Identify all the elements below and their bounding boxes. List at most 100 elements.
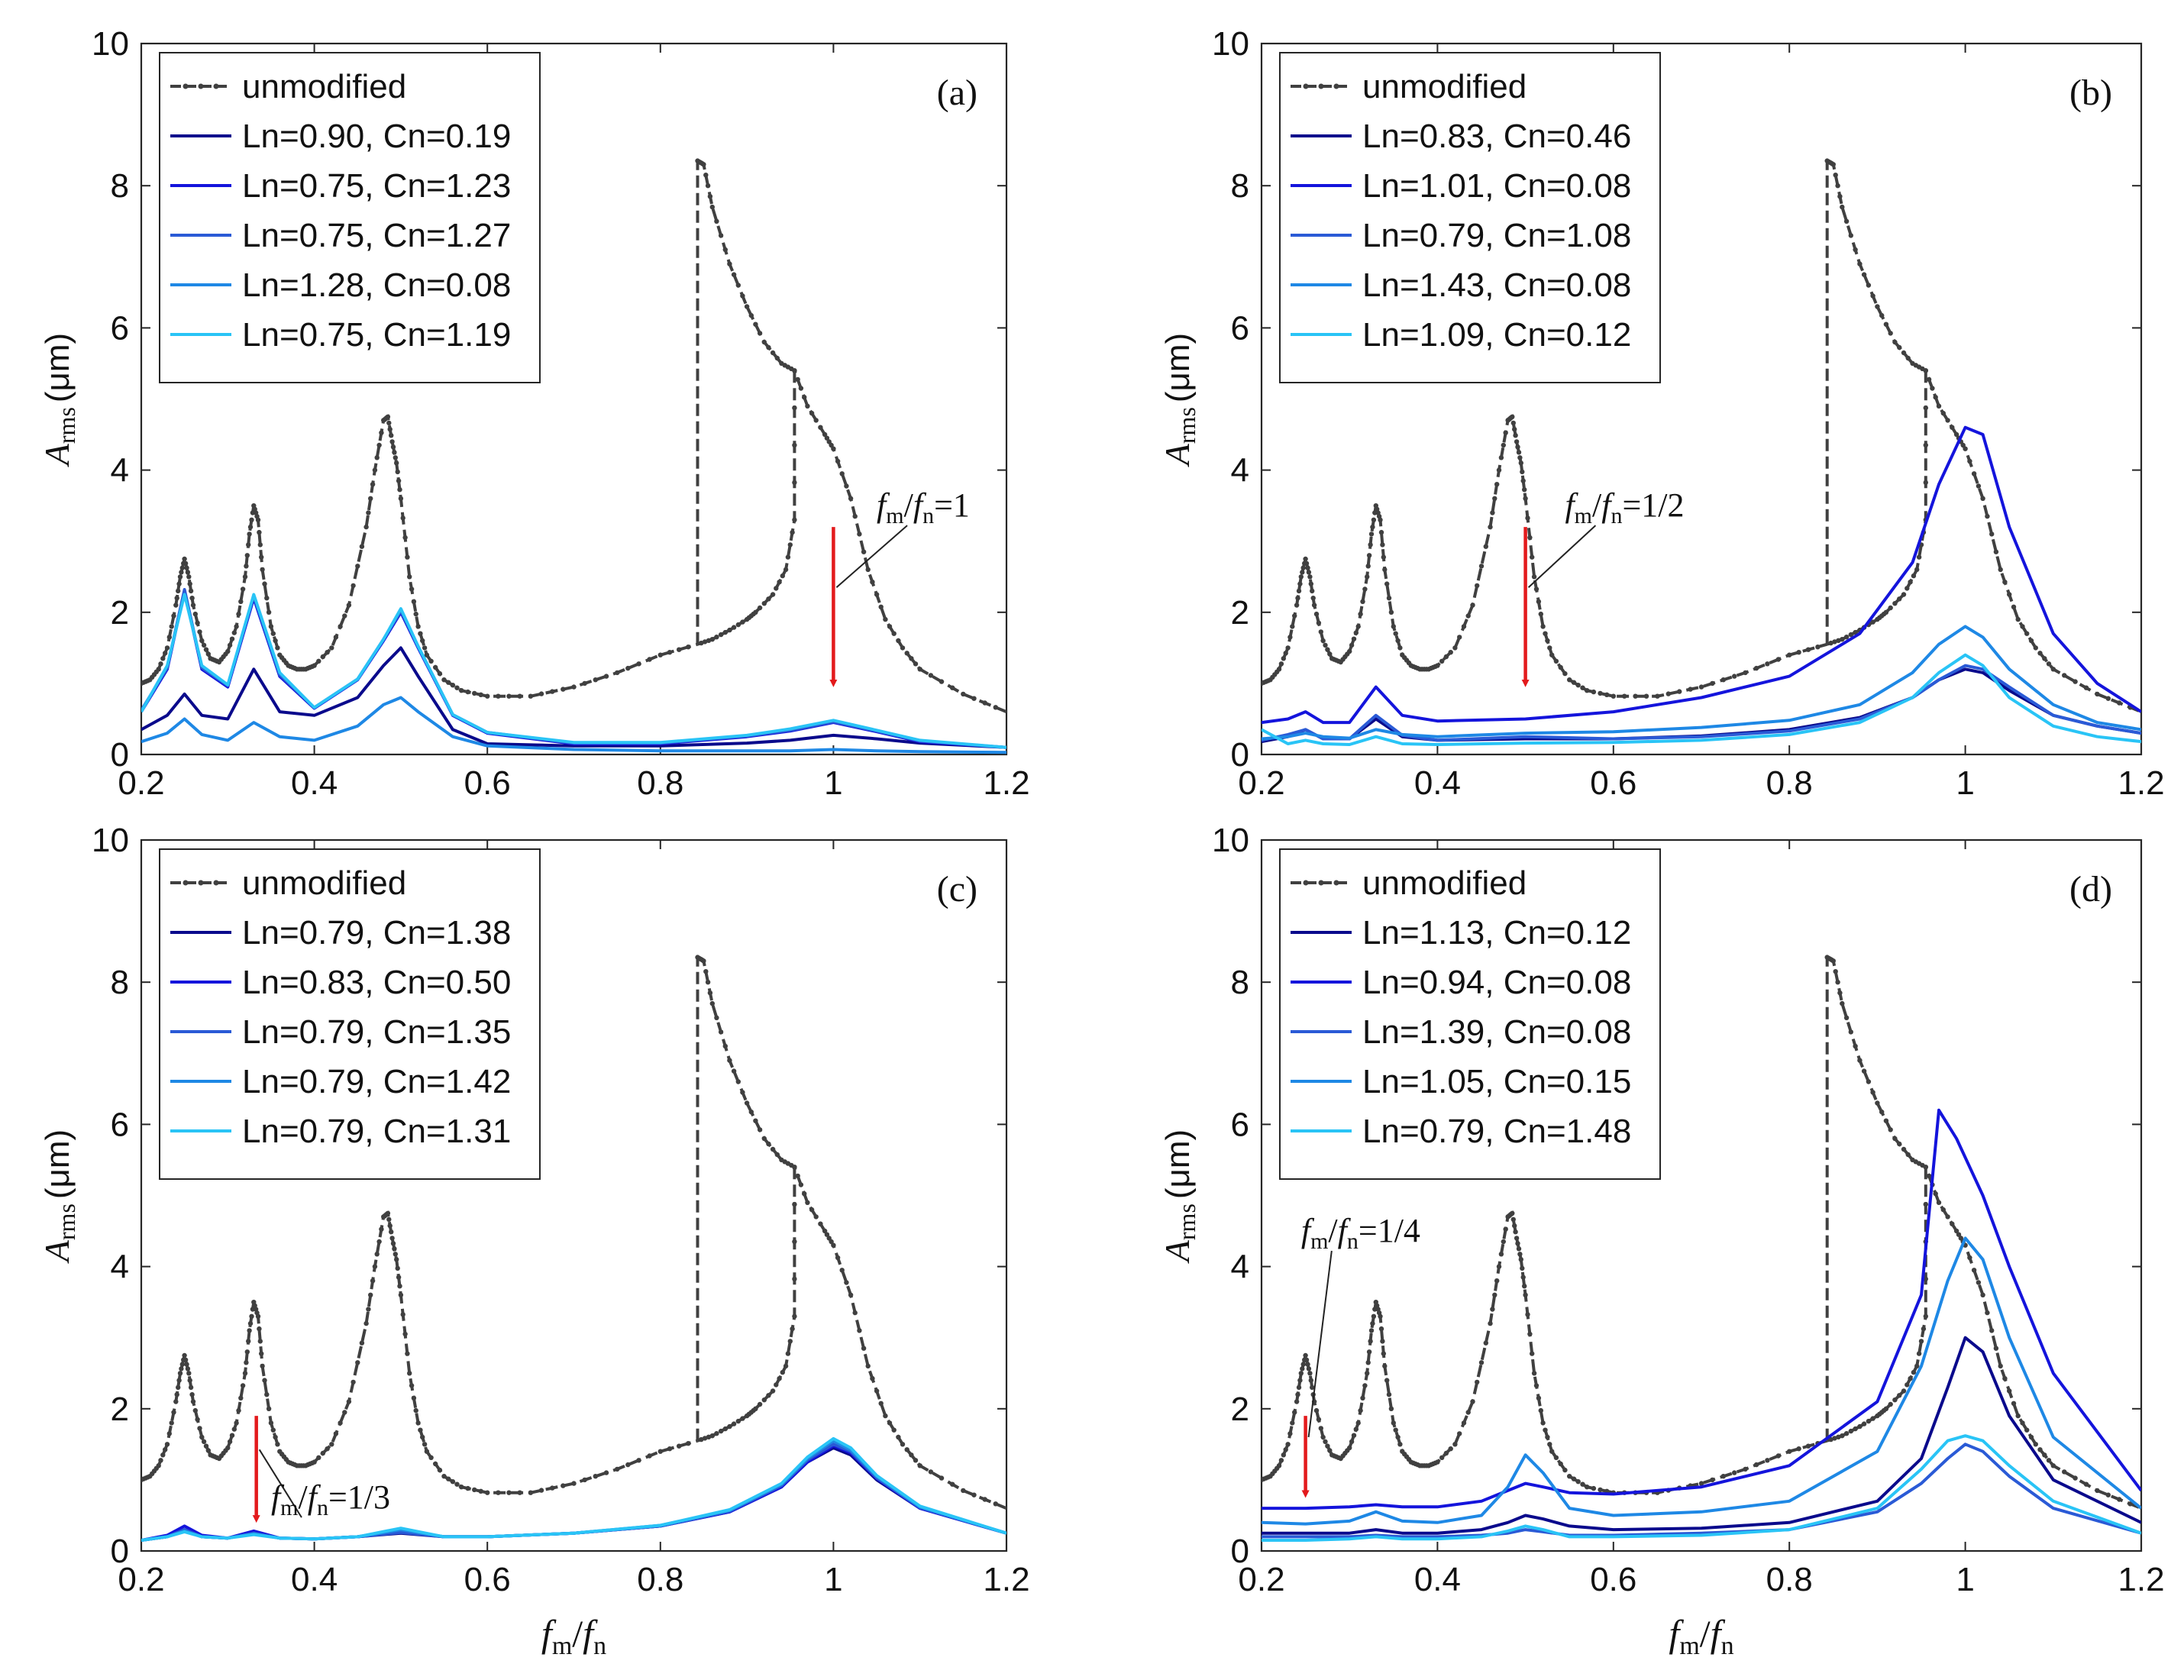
unmodified-marker (1805, 1443, 1811, 1449)
unmodified-marker (2073, 679, 2078, 684)
unmodified-marker (182, 1352, 187, 1359)
unmodified-marker (1753, 665, 1759, 671)
unmodified-jump-branch (1827, 370, 1927, 646)
unmodified-marker (1911, 573, 1917, 579)
unmodified-marker (1698, 1481, 1704, 1486)
legend-marker (183, 880, 189, 886)
unmodified-marker (171, 613, 176, 619)
unmodified-marker (270, 631, 276, 636)
unmodified-marker (400, 1312, 405, 1317)
unmodified-marker (904, 1447, 909, 1452)
unmodified-marker (761, 339, 767, 345)
unmodified-marker (1875, 1100, 1880, 1106)
unmodified-marker (1323, 1439, 1328, 1445)
unmodified-marker (409, 1383, 415, 1388)
unmodified-marker (2037, 1447, 2043, 1452)
unmodified-marker (766, 344, 771, 351)
unmodified-marker (1840, 637, 1845, 642)
unmodified-marker (718, 1428, 724, 1434)
unmodified-marker (195, 1417, 200, 1423)
panel-a: 0.2 0.4 0.6 0.8 1 1.2 0 2 4 6 8 10 Arms(μm) fm/fn=1 (a… (37, 25, 1030, 802)
unmodified-marker (1923, 442, 1928, 448)
unmodified-marker (257, 542, 263, 548)
unmodified-marker (1985, 513, 1990, 519)
legend-marker (1303, 880, 1309, 886)
unmodified-marker (1905, 1382, 1910, 1388)
y-tick-label: 0 (111, 736, 129, 774)
unmodified-marker (774, 1152, 780, 1158)
unmodified-marker (1861, 1068, 1867, 1074)
unmodified-marker (701, 958, 706, 964)
unmodified-marker (792, 405, 797, 411)
unmodified-marker (1888, 331, 1893, 336)
unmodified-marker (1303, 1352, 1308, 1359)
unmodified-marker (1857, 1058, 1863, 1063)
unmodified-marker (1598, 1487, 1603, 1493)
unmodified-marker (1516, 450, 1522, 455)
unmodified-marker (798, 1182, 804, 1187)
unmodified-marker (2046, 1458, 2052, 1463)
unmodified-marker (802, 395, 807, 400)
axes-box (1260, 838, 2143, 1552)
unmodified-marker (1837, 990, 1843, 996)
unmodified-marker (225, 1445, 231, 1451)
unmodified-marker (437, 1467, 443, 1473)
unmodified-marker (874, 1388, 880, 1394)
unmodified-marker (1866, 283, 1872, 288)
unmodified-marker (1276, 1463, 1282, 1468)
unmodified-marker (166, 1431, 172, 1436)
unmodified-marker (1313, 1407, 1320, 1413)
axes-box (1260, 42, 2143, 756)
unmodified-marker (446, 680, 451, 685)
series-line-2 (141, 589, 1006, 749)
unmodified-marker (813, 418, 819, 423)
unmodified-marker (731, 272, 737, 277)
unmodified-marker (790, 1326, 795, 1332)
unmodified-marker (517, 693, 522, 699)
unmodified-marker (667, 650, 673, 655)
unmodified-marker (1930, 386, 1935, 391)
unmodified-marker (506, 1490, 512, 1495)
unmodified-marker (1888, 605, 1893, 611)
unmodified-marker (1512, 1223, 1517, 1229)
unmodified-marker (316, 658, 321, 664)
unmodified-marker (203, 647, 209, 652)
unmodified-marker (1287, 635, 1293, 640)
unmodified-marker (1370, 1320, 1375, 1326)
unmodified-marker (1349, 1439, 1355, 1445)
unmodified-marker (1888, 1401, 1893, 1407)
unmodified-marker (1307, 574, 1313, 580)
unmodified-marker (1470, 603, 1475, 608)
unmodified-marker (878, 1401, 884, 1407)
unmodified-marker (1971, 1268, 1977, 1273)
unmodified-marker (939, 679, 945, 684)
unmodified-marker (201, 642, 207, 648)
unmodified-marker (1371, 1313, 1377, 1320)
unmodified-marker (1923, 1276, 1928, 1282)
annotation-label: fm/fn=1 (877, 486, 970, 528)
unmodified-marker (379, 430, 384, 435)
unmodified-marker (857, 531, 862, 537)
unmodified-marker (1285, 1442, 1291, 1447)
unmodified-marker (1358, 1407, 1363, 1413)
unmodified-marker (190, 1399, 196, 1404)
unmodified-marker (917, 667, 922, 672)
unmodified-marker (1998, 1363, 2003, 1369)
unmodified-marker (1461, 1420, 1467, 1426)
unmodified-marker (1905, 586, 1910, 591)
unmodified-marker (1562, 670, 1568, 677)
unmodified-marker (870, 1376, 875, 1381)
unmodified-marker (428, 658, 434, 664)
unmodified-marker (189, 1392, 195, 1397)
unmodified-marker (1448, 650, 1453, 655)
unmodified-marker (1501, 1239, 1507, 1245)
unmodified-marker (1294, 603, 1300, 608)
unmodified-marker (1285, 645, 1291, 651)
unmodified-marker (701, 162, 706, 167)
unmodified-marker (792, 1239, 797, 1245)
x-axis-label: fm/fn (541, 1612, 606, 1660)
unmodified-marker (1545, 1434, 1550, 1440)
unmodified-marker (1805, 647, 1811, 652)
unmodified-marker (385, 1210, 391, 1216)
unmodified-marker (1923, 480, 1928, 486)
